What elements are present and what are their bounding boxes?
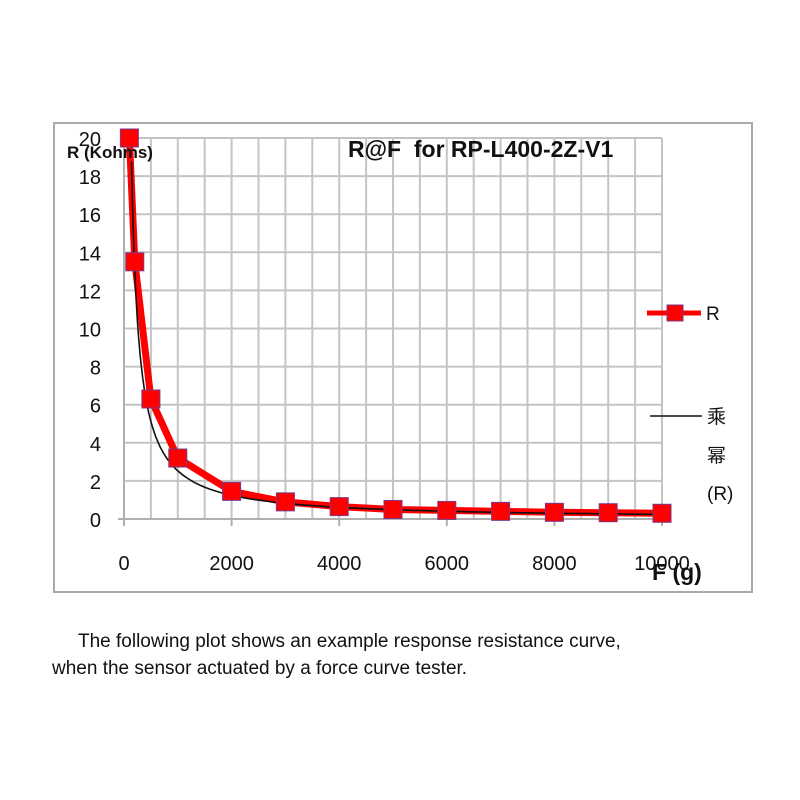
- svg-text:16: 16: [79, 205, 101, 227]
- svg-text:4: 4: [90, 434, 101, 456]
- svg-text:6: 6: [90, 396, 101, 418]
- y-axis-tick-labels: 0 2 4 6 8 10 12 14 16 18 20: [79, 129, 101, 532]
- x-axis-tick-labels: 0 2000 4000 6000 8000 10000: [118, 553, 689, 575]
- caption-line-2: when the sensor actuated by a force curv…: [52, 658, 468, 679]
- svg-text:10: 10: [79, 320, 101, 342]
- data-point-marker: [222, 481, 242, 501]
- data-point-marker: [275, 492, 295, 512]
- data-point-marker: [141, 389, 161, 409]
- data-point-marker: [383, 499, 403, 519]
- svg-text:0: 0: [118, 553, 129, 575]
- data-point-marker: [491, 501, 511, 521]
- chart-legend: R 乘 幂 (R): [647, 304, 733, 505]
- svg-text:14: 14: [79, 243, 101, 265]
- data-point-marker: [652, 503, 672, 523]
- svg-text:20: 20: [79, 129, 101, 151]
- data-point-marker: [598, 503, 618, 523]
- legend-label-trend-1: 乘: [707, 406, 726, 428]
- data-point-marker: [119, 128, 139, 148]
- legend-marker-square-icon: [666, 304, 684, 322]
- figure-caption: The following plot shows an example resp…: [52, 628, 772, 682]
- x-axis-label: F (g): [652, 559, 702, 585]
- svg-text:12: 12: [79, 281, 101, 303]
- resistance-force-chart: 0 2 4 6 8 10 12 14 16 18 20 0 2000 4000 6000 8000 10000…: [67, 128, 733, 585]
- svg-text:8: 8: [90, 358, 101, 380]
- legend-label-r: R: [706, 304, 720, 325]
- svg-text:0: 0: [90, 510, 101, 532]
- data-point-marker: [544, 502, 564, 522]
- svg-text:6000: 6000: [425, 553, 470, 575]
- chart-title: R@F for RP-L400-2Z-V1: [348, 136, 613, 162]
- data-point-marker: [437, 500, 457, 520]
- caption-line-1: The following plot shows an example resp…: [78, 631, 621, 652]
- svg-text:4000: 4000: [317, 553, 362, 575]
- svg-text:2000: 2000: [209, 553, 254, 575]
- legend-label-trend-2: 幂: [707, 445, 726, 467]
- data-point-marker: [329, 497, 349, 517]
- svg-text:18: 18: [79, 167, 101, 189]
- data-point-marker: [168, 448, 188, 468]
- legend-label-trend-3: (R): [707, 484, 733, 505]
- chart-grid: [124, 137, 663, 519]
- y-axis-label: R (Kohms): [67, 143, 153, 162]
- chart-axes: [118, 138, 663, 526]
- data-point-marker: [125, 252, 145, 272]
- svg-text:2: 2: [90, 472, 101, 494]
- svg-text:8000: 8000: [532, 553, 577, 575]
- svg-text:10000: 10000: [634, 553, 690, 575]
- series-r-markers: [119, 128, 672, 523]
